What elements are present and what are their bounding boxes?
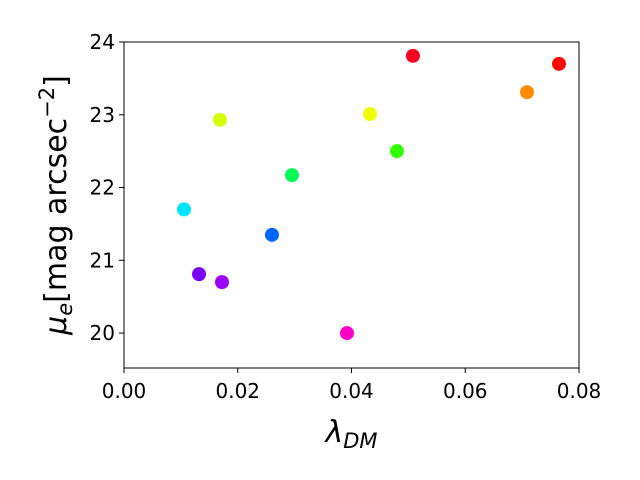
y-label-symbol: μ	[39, 316, 74, 336]
point	[390, 144, 404, 159]
x-tick-label: 0.04	[329, 379, 374, 403]
point	[362, 107, 377, 122]
x-tick-label: 0.08	[557, 379, 602, 403]
y-tick-label: 22	[90, 176, 115, 200]
y-axis-label: μe[mag arcsec−2]	[35, 75, 77, 336]
x-label-subscript: DM	[343, 429, 377, 453]
y-label-close: ]	[39, 75, 74, 87]
y-label-superscript: −2	[35, 87, 59, 118]
x-tick-label: 0.02	[215, 379, 260, 403]
point	[551, 56, 566, 71]
x-tick-label: 0.06	[443, 379, 488, 403]
x-axis-label: λDM	[323, 415, 377, 453]
y-label-text: [mag arcsec	[39, 118, 74, 303]
y-tick-label: 24	[90, 30, 115, 54]
x-label-symbol: λ	[323, 415, 343, 450]
point	[177, 202, 192, 217]
x-tick-label: 0.00	[102, 379, 147, 403]
point	[213, 112, 228, 127]
point	[214, 275, 229, 290]
point	[264, 227, 279, 242]
y-label-subscript: e	[53, 303, 77, 316]
y-tick-label: 23	[90, 103, 115, 127]
y-tick-label: 21	[90, 248, 115, 272]
point	[192, 267, 207, 282]
point	[285, 168, 300, 183]
point	[340, 326, 355, 341]
point	[520, 85, 535, 100]
y-tick-label: 20	[90, 321, 115, 345]
point	[405, 48, 420, 63]
plot-frame	[123, 41, 580, 369]
